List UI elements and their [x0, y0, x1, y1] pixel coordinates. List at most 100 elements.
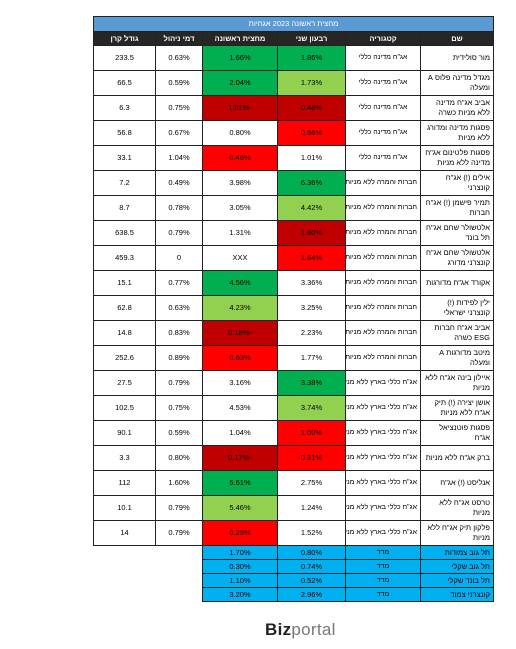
index-cell: 1.70%: [202, 545, 278, 560]
cell: 3.98%: [202, 170, 278, 196]
fund-row: פסגות פוטנציאל אג"ח אג"ח כללי בארץ ללא מנ…: [93, 420, 494, 446]
cell: אושן יצירה (!) תיק אג"ח ללא מניות: [420, 395, 494, 421]
index-cell: 0.52%: [277, 573, 346, 588]
cell: חברות והמרה ללא מניות: [345, 320, 421, 346]
cell: 6.3: [93, 95, 156, 121]
fund-row: פלקון תיק אג"ח ללא מניות אג"ח כללי בארץ ל…: [93, 520, 494, 546]
fund-row: מור סולידית אג"ח מדינה כללי 1.86% 1.66% 0.63…: [93, 45, 494, 71]
cell: 3.16%: [202, 370, 278, 396]
cell: איילון בינה אג"ח ללא מניות: [420, 370, 494, 396]
cell: 4.53%: [202, 395, 278, 421]
blank-cell: [94, 560, 156, 574]
fund-row: אקורד אג"ח מדורגות חברות והמרה ללא מניות 3…: [93, 270, 494, 296]
cell: 10.1: [93, 495, 156, 521]
cell: 2.75%: [277, 470, 346, 496]
cell: 0.79%: [155, 495, 203, 521]
cell: מיטב מדורגות A ומעלה: [420, 345, 494, 371]
cell: אג"ח מדינה כללי: [345, 95, 421, 121]
blank-cell: [156, 588, 203, 602]
cell: 1.04%: [155, 145, 203, 171]
index-cell: מדד: [345, 573, 421, 588]
index-cell: מדד: [345, 559, 421, 574]
cell: 3.36%: [277, 270, 346, 296]
cell: 3.05%: [202, 195, 278, 221]
cell: חברות והמרה ללא מניות: [345, 220, 421, 246]
cell: 0.25%: [202, 520, 278, 546]
cell: 1.73%: [277, 70, 346, 96]
index-cell: 0.30%: [202, 559, 278, 574]
blank-cell: [94, 574, 156, 588]
column-header: גודל קרן: [93, 31, 156, 46]
cell: 1.52%: [277, 520, 346, 546]
cell: 3.74%: [277, 395, 346, 421]
cell: 0.48%: [277, 95, 346, 121]
cell: 0.77%: [155, 270, 203, 296]
logo-light: portal: [291, 620, 336, 639]
cell: אילים (!) אג"ח קונצרני: [420, 170, 494, 196]
cell: אג"ח מדינה כללי: [345, 45, 421, 71]
cell: 459.3: [93, 245, 156, 271]
column-header: מחצית ראשונה: [202, 31, 278, 46]
cell: 1.60%: [277, 220, 346, 246]
cell: 3.3: [93, 445, 156, 471]
cell: 4.23%: [202, 295, 278, 321]
fund-row: אלטשולר שחם אג"ח קונצרני מדורג חברות והמר…: [93, 245, 494, 271]
index-cell: 3.20%: [202, 587, 278, 602]
fund-row: אביב אג"ח חברות ESG כשרה חברות והמרה ללא …: [93, 320, 494, 346]
cell: 0.59%: [155, 70, 203, 96]
cell: אביב אג"ח מדינה ללא מניות כשרה: [420, 95, 494, 121]
cell: 0.83%: [155, 320, 203, 346]
cell: 14.8: [93, 320, 156, 346]
fund-row: פסגות מדינה ומדורג ללא מניות אג"ח מדינה כ…: [93, 120, 494, 146]
table-body: מור סולידית אג"ח מדינה כללי 1.86% 1.66% 0.63…: [93, 45, 494, 602]
funds-table: מחצית ראשונה 2023 אגחיות שם קטגוריה רבעון …: [93, 16, 494, 602]
cell: XXX: [202, 245, 278, 271]
cell: 0.56%: [277, 120, 346, 146]
cell: 638.5: [93, 220, 156, 246]
cell: 252.6: [93, 345, 156, 371]
fund-row: מגדל מדינה פלוס A ומעלה אג"ח מדינה כללי 1.…: [93, 70, 494, 96]
cell: אנליסט (!) אג"ח: [420, 470, 494, 496]
cell: 0.79%: [155, 370, 203, 396]
blank-cell: [156, 574, 203, 588]
cell: אג"ח מדינה כללי: [345, 70, 421, 96]
cell: 8.7: [93, 195, 156, 221]
cell: 1.24%: [277, 495, 346, 521]
index-row: תל גוב שקלי מדד 0.74% 0.30%: [94, 559, 494, 574]
index-cell: 2.96%: [277, 587, 346, 602]
cell: חברות והמרה ללא מניות: [345, 270, 421, 296]
index-cell: תל בונד שקלי: [420, 573, 494, 588]
cell: 0.75%: [155, 395, 203, 421]
cell: אקורד אג"ח מדורגות: [420, 270, 494, 296]
cell: אג"ח כללי בארץ ללא מניות: [345, 470, 421, 496]
cell: 0.63%: [202, 345, 278, 371]
index-row: תל בונד שקלי מדד 0.52% 1.10%: [94, 573, 494, 588]
blank-cell: [94, 546, 156, 560]
cell: אג"ח כללי בארץ ללא מניות: [345, 445, 421, 471]
cell: 66.5: [93, 70, 156, 96]
column-header: קטגוריה: [345, 31, 421, 46]
cell: 0: [155, 245, 203, 271]
blank-cell: [156, 546, 203, 560]
column-header: רבעון שני: [277, 31, 346, 46]
cell: 233.5: [93, 45, 156, 71]
cell: תמיר פישמן (!) אג"ח חברות: [420, 195, 494, 221]
cell: -0.17%: [202, 445, 278, 471]
cell: 14: [93, 520, 156, 546]
cell: אלטשולר שחם אג"ח תל בונד: [420, 220, 494, 246]
cell: 6.36%: [277, 170, 346, 196]
cell: 0.80%: [155, 445, 203, 471]
cell: 3.25%: [277, 295, 346, 321]
cell: 62.8: [93, 295, 156, 321]
cell: 0.75%: [155, 95, 203, 121]
cell: 0.80%: [202, 120, 278, 146]
cell: אג"ח מדינה כללי: [345, 120, 421, 146]
cell: 90.1: [93, 420, 156, 446]
cell: 0.78%: [155, 195, 203, 221]
cell: 1.00%: [277, 420, 346, 446]
index-cell: 1.10%: [202, 573, 278, 588]
cell: חברות והמרה ללא מניות: [345, 170, 421, 196]
cell: 7.2: [93, 170, 156, 196]
fund-row: אנליסט (!) אג"ח אג"ח כללי בארץ ללא מניות 2…: [93, 470, 494, 496]
